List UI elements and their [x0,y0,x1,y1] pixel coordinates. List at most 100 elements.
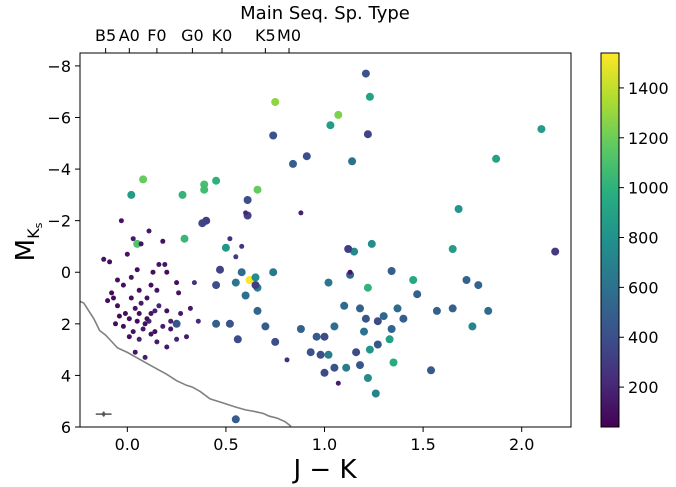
data-point [324,350,333,359]
data-point [118,218,124,224]
y-tick-label: −4 [47,160,71,179]
data-point [330,363,339,372]
x-tick-label: 1.0 [312,435,337,454]
data-point [448,304,457,313]
data-point [144,316,150,322]
data-point [144,295,150,301]
data-point [139,175,148,184]
data-point [180,234,189,243]
data-point [537,125,546,134]
data-point [115,277,120,283]
data-point [142,354,148,360]
x-axis-label: J − K [291,455,357,485]
data-point [200,185,209,194]
data-point [316,350,325,359]
data-point [448,245,457,253]
data-point [352,348,361,357]
data-point [363,374,372,382]
data-point [152,329,158,335]
data-point [128,274,134,280]
data-point [237,268,246,277]
top-tick-label: M0 [277,26,301,45]
y-tick-label: 2 [61,315,71,334]
x-tick-label: 2.0 [509,435,534,454]
data-point [172,319,181,328]
data-point [484,306,493,315]
data-point [365,345,374,354]
y-tick-label: −8 [47,57,71,76]
data-point [312,332,321,341]
data-point [253,185,262,194]
data-point [138,300,144,306]
data-point [107,259,113,265]
data-point [330,322,339,331]
data-point [356,361,364,370]
data-point [373,340,382,349]
data-point [105,298,111,304]
data-point [148,311,154,316]
top-axis-title: Main Seq. Sp. Type [240,3,410,24]
data-point [160,238,166,244]
data-point [127,190,136,199]
colorbar-tick-label: 200 [628,378,659,397]
data-point [324,278,333,287]
top-tick-label: K0 [212,26,233,45]
x-tick-label: 0.0 [115,435,140,454]
data-point [454,205,463,213]
top-tick-label: K5 [255,26,276,45]
data-point [116,313,122,319]
data-point [130,329,136,335]
data-point [152,308,158,314]
colorbar-tick-label: 800 [628,229,659,248]
data-point [233,335,242,344]
data-point [360,327,368,336]
y-tick-label: 4 [61,366,71,385]
y-tick-label: 0 [61,263,71,282]
data-point [320,332,329,341]
main-sequence-line [80,300,292,427]
data-point [320,368,329,377]
data-point [363,130,372,139]
data-point [269,131,278,140]
data-point [365,92,374,101]
data-point [162,262,168,267]
data-point [174,280,180,286]
data-point [468,322,477,331]
data-point [136,287,142,293]
data-point [492,154,501,163]
data-point [335,380,341,386]
colorbar-tick-label: 600 [628,278,659,297]
data-point [191,280,197,286]
data-point [133,239,142,248]
data-point [140,326,146,332]
data-point [109,290,115,296]
error-bar-point [101,412,106,416]
data-point [361,69,370,78]
data-point [174,336,180,342]
colorbar [600,52,620,428]
data-point [148,331,154,337]
top-tick-label: G0 [181,26,204,45]
data-point [399,314,408,323]
data-point [269,268,278,277]
data-point [385,335,394,344]
data-point [156,303,162,309]
y-tick-label: −6 [47,108,71,127]
data-point [164,344,170,350]
y-tick-label: −2 [47,212,71,231]
data-point [231,415,240,424]
data-point [115,303,120,309]
data-point [156,262,162,267]
data-point [126,316,132,322]
data-point [154,287,160,293]
data-point [212,176,221,185]
data-point [168,326,174,332]
data-point [251,273,260,282]
data-point [134,318,140,324]
data-point [176,290,182,296]
data-point [178,190,187,199]
data-point [243,210,249,216]
data-point [393,304,402,313]
data-point [387,325,396,333]
